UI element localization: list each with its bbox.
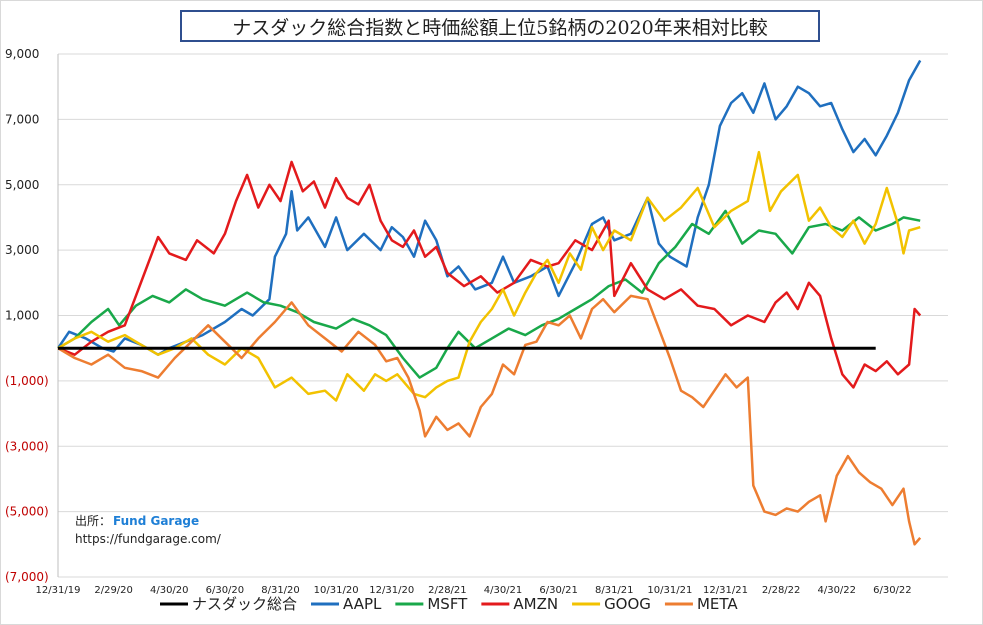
x-tick-label: 10/31/20 <box>314 585 359 596</box>
x-tick-label: 4/30/20 <box>150 585 189 596</box>
x-tick-label: 12/31/21 <box>703 585 748 596</box>
y-tick-label: (3,000) <box>5 439 49 453</box>
legend-entry: ナスダック総合 <box>192 595 297 613</box>
series-lines <box>56 59 922 546</box>
y-tick-label: (7,000) <box>5 570 49 584</box>
legend-entry: META <box>697 595 738 613</box>
y-axis: 9,000 7,000 5,000 3,000 1,000 (1,000) (3,000) (… <box>5 47 59 584</box>
x-tick-label: 2/28/21 <box>428 585 467 596</box>
source-name: Fund Garage <box>113 514 200 528</box>
source-credit: 出所： Fund Garage <box>75 512 199 529</box>
x-tick-label: 10/31/21 <box>647 585 692 596</box>
x-tick-label: 2/29/20 <box>94 585 133 596</box>
legend-entry: AAPL <box>343 595 382 613</box>
series-line-GOOG <box>57 150 921 402</box>
y-tick-label: 5,000 <box>5 178 39 192</box>
x-axis: 12/31/19 2/29/20 4/30/20 6/30/20 8/31/20 10/3… <box>36 585 912 596</box>
x-tick-label: 4/30/22 <box>817 585 856 596</box>
series-line-MSFT <box>57 209 921 379</box>
source-label: 出所： <box>75 514 112 528</box>
x-tick-label: 8/31/21 <box>595 585 634 596</box>
x-tick-label: 6/30/22 <box>873 585 912 596</box>
source-url[interactable]: https://fundgarage.com/ <box>75 532 221 546</box>
legend-entry: AMZN <box>513 595 558 613</box>
x-tick-label: 2/28/22 <box>762 585 801 596</box>
y-tick-label: 3,000 <box>5 243 39 257</box>
y-tick-label: 7,000 <box>5 112 39 126</box>
series-line-META <box>57 294 922 546</box>
x-tick-label: 12/31/19 <box>36 585 81 596</box>
y-tick-label: (1,000) <box>5 374 49 388</box>
y-tick-label: 1,000 <box>5 309 39 323</box>
y-tick-label: (5,000) <box>5 505 49 519</box>
series-line-AMZN <box>57 160 922 389</box>
y-tick-label: 9,000 <box>5 47 39 61</box>
legend: ナスダック総合 AAPL MSFT AMZN GOOG META <box>160 595 738 613</box>
x-tick-label: 4/30/21 <box>484 585 523 596</box>
chart-title: ナスダック総合指数と時価総額上位5銘柄の2020年来相対比較 <box>180 10 820 42</box>
legend-entry: GOOG <box>604 595 651 613</box>
series-line-AAPL <box>56 59 922 356</box>
x-tick-label: 8/31/20 <box>261 585 300 596</box>
x-tick-label: 6/30/20 <box>206 585 245 596</box>
x-tick-label: 6/30/21 <box>539 585 578 596</box>
legend-entry: MSFT <box>427 595 468 613</box>
x-tick-label: 12/31/20 <box>369 585 414 596</box>
